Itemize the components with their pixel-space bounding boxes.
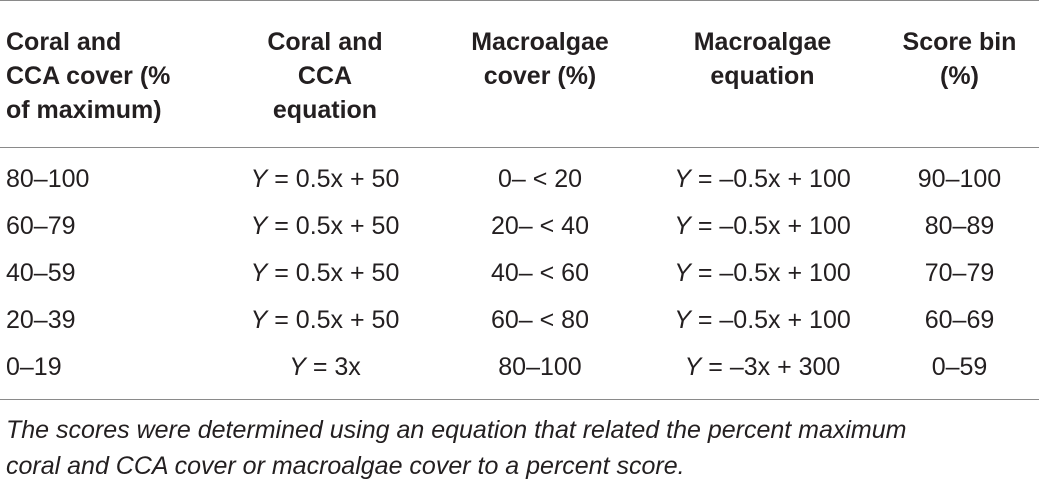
table-header: Coral and CCA cover (% of maximum) Coral… (0, 0, 1039, 148)
equation-expression: = 0.5x + 50 (267, 306, 400, 334)
header-line: Coral and (6, 28, 122, 56)
cell-coral-equation: Y = 3x (215, 344, 435, 400)
cell-coral-equation: Y = 0.5x + 50 (215, 250, 435, 297)
header-line: equation (710, 62, 815, 90)
header-macroalgae-cover: Macroalgae cover (%) (435, 1, 645, 148)
cell-score-bin: 60–69 (924, 306, 995, 334)
header-line: Coral and (267, 28, 383, 56)
header-line: CCA cover (% (6, 62, 171, 90)
equation-expression: = –0.5x + 100 (690, 306, 851, 334)
cell-coral-cover: 0–19 (6, 353, 62, 381)
header-line: Macroalgae (693, 28, 832, 56)
cell-macroalgae-equation: Y = –0.5x + 100 (645, 148, 880, 204)
header-line: (%) (940, 62, 979, 90)
header-line: equation (272, 96, 378, 124)
footnote-line: coral and CCA cover or macroalgae cover … (6, 452, 685, 480)
equation-expression: = 0.5x + 50 (267, 212, 400, 240)
header-macroalgae-equation: Macroalgae equation (645, 1, 880, 148)
cell-coral-cover: 80–100 (6, 165, 90, 193)
equation-expression: = –0.5x + 100 (690, 165, 851, 193)
header-line: of maximum) (6, 96, 162, 124)
cell-macroalgae-equation: Y = –0.5x + 100 (645, 203, 880, 250)
table-row: 0–19 Y = 3x 80–100 Y = –3x + 300 0–59 (0, 344, 1039, 400)
equation-variable: Y (674, 212, 691, 240)
header-coral-equation: Coral and CCA equation (215, 1, 435, 148)
cell-macroalgae-cover: 20– < 40 (490, 212, 589, 240)
header-row: Coral and CCA cover (% of maximum) Coral… (0, 0, 1039, 148)
equation-variable: Y (289, 353, 306, 381)
equation-variable: Y (250, 212, 268, 240)
equation-expression: = –0.5x + 100 (690, 259, 851, 287)
cell-score-bin: 70–79 (924, 259, 995, 287)
equation-expression: = –0.5x + 100 (690, 212, 851, 240)
cell-coral-cover: 40–59 (6, 259, 76, 287)
equation-variable: Y (250, 259, 268, 287)
equation-variable: Y (674, 306, 691, 334)
cell-macroalgae-cover: 0– < 20 (497, 165, 583, 193)
header-line: Score bin (902, 28, 1017, 56)
cell-coral-cover: 20–39 (6, 306, 76, 334)
table-row: 60–79 Y = 0.5x + 50 20– < 40 Y = –0.5x +… (0, 203, 1039, 250)
cell-macroalgae-cover: 40– < 60 (490, 259, 589, 287)
cell-macroalgae-equation: Y = –0.5x + 100 (645, 250, 880, 297)
equation-expression: = –3x + 300 (701, 353, 841, 381)
equation-variable: Y (674, 259, 691, 287)
cell-coral-equation: Y = 0.5x + 50 (215, 297, 435, 344)
score-table: Coral and CCA cover (% of maximum) Coral… (0, 0, 1039, 400)
table-row: 20–39 Y = 0.5x + 50 60– < 80 Y = –0.5x +… (0, 297, 1039, 344)
cell-macroalgae-cover: 80–100 (498, 353, 582, 381)
equation-variable: Y (684, 353, 702, 381)
header-coral-cover: Coral and CCA cover (% of maximum) (0, 1, 215, 148)
table-row: 40–59 Y = 0.5x + 50 40– < 60 Y = –0.5x +… (0, 250, 1039, 297)
header-line: CCA (297, 62, 353, 90)
equation-variable: Y (250, 306, 268, 334)
equation-expression: = 0.5x + 50 (267, 165, 400, 193)
equation-variable: Y (250, 165, 268, 193)
table-body: 80–100 Y = 0.5x + 50 0– < 20 Y = –0.5x +… (0, 148, 1039, 400)
cell-macroalgae-equation: Y = –3x + 300 (645, 344, 880, 400)
cell-score-bin: 0–59 (931, 353, 988, 381)
equation-expression: = 0.5x + 50 (267, 259, 400, 287)
cell-coral-cover: 60–79 (6, 212, 76, 240)
cell-score-bin: 80–89 (924, 212, 995, 240)
table-row: 80–100 Y = 0.5x + 50 0– < 20 Y = –0.5x +… (0, 148, 1039, 204)
cell-score-bin: 90–100 (917, 165, 1002, 193)
cell-coral-equation: Y = 0.5x + 50 (215, 148, 435, 204)
header-line: Macroalgae (471, 28, 609, 56)
header-score-bin: Score bin (%) (880, 1, 1039, 148)
footnote-line: The scores were determined using an equa… (6, 416, 907, 444)
header-line: cover (%) (483, 62, 597, 90)
equation-variable: Y (674, 165, 691, 193)
cell-macroalgae-cover: 60– < 80 (490, 306, 589, 334)
cell-coral-equation: Y = 0.5x + 50 (215, 203, 435, 250)
equation-expression: = 3x (305, 353, 361, 381)
table-footnote: The scores were determined using an equa… (6, 412, 1036, 484)
cell-macroalgae-equation: Y = –0.5x + 100 (645, 297, 880, 344)
